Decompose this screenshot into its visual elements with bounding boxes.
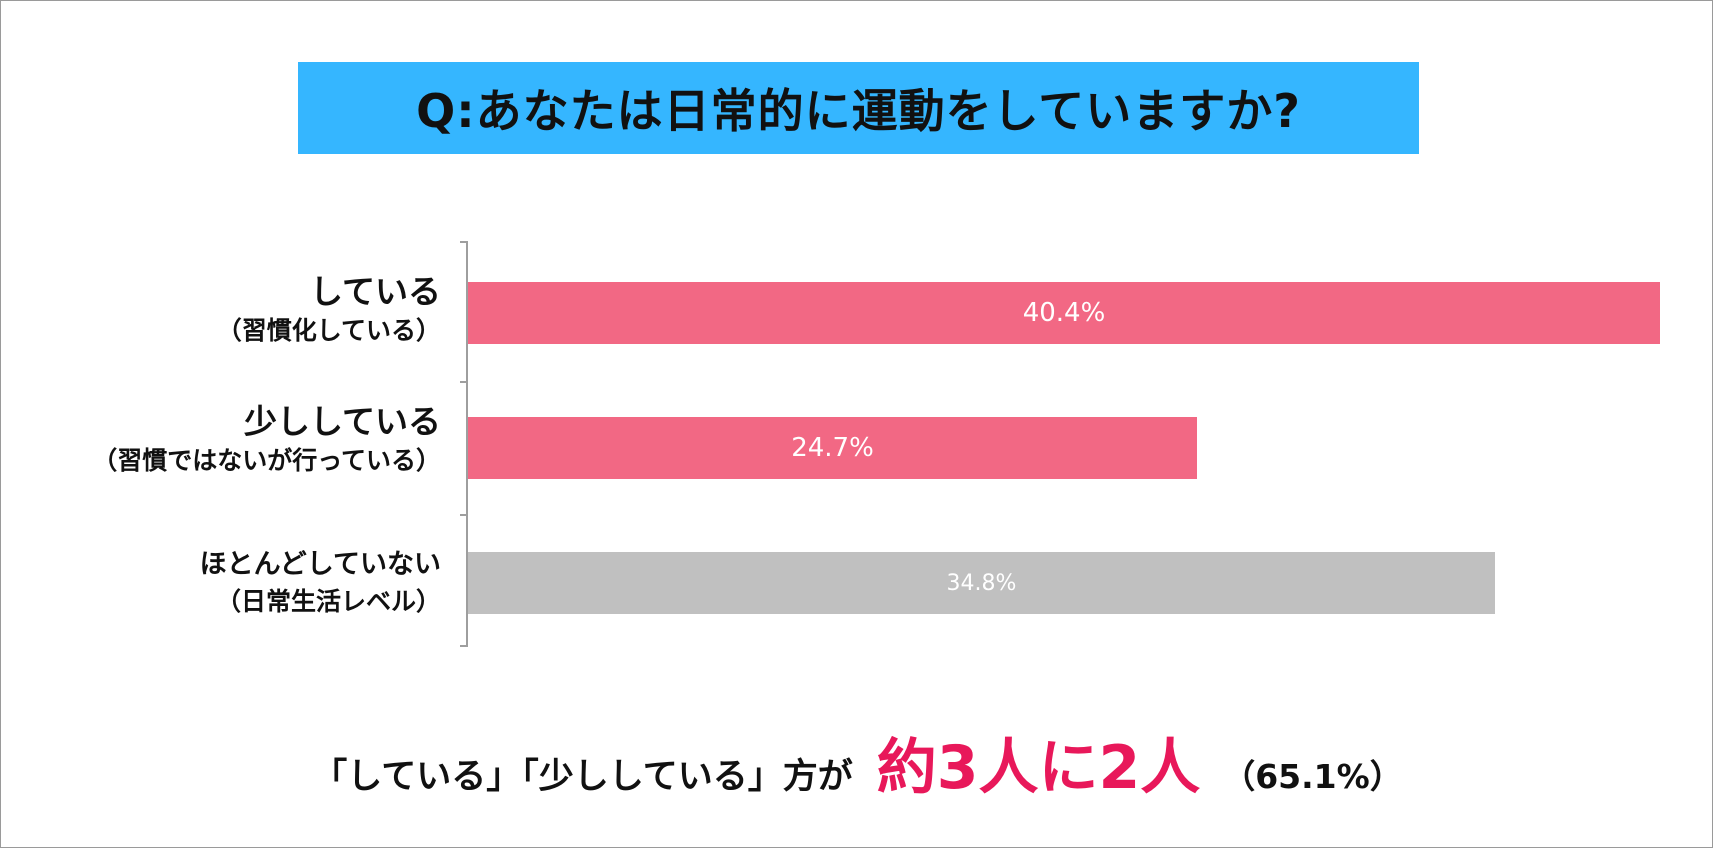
conclusion-line: 「している」「少ししている」方が 約3人に2人 （65.1%） bbox=[1, 719, 1713, 803]
conclusion-highlight: 約3人に2人 bbox=[876, 733, 1201, 803]
category-main-text: ほとんどしていない bbox=[199, 549, 441, 580]
axis-tick bbox=[460, 241, 468, 243]
axis-tick bbox=[460, 514, 468, 516]
category-axis bbox=[466, 241, 468, 647]
category-main-text: している bbox=[309, 272, 441, 311]
category-sub-text: （日常生活レベル） bbox=[215, 587, 441, 616]
bar-hotondo-shite-inai: 34.8% bbox=[468, 552, 1495, 614]
category-sub-text: （習慣ではないが行っている） bbox=[92, 446, 441, 475]
bar-sukoshi-shite-iru: 24.7% bbox=[468, 417, 1197, 479]
category-sub-text: （習慣化している） bbox=[216, 316, 441, 345]
conclusion-prefix: 「している」「少ししている」方が bbox=[312, 757, 853, 797]
bar-value-label: 24.7% bbox=[791, 433, 874, 463]
bar-shite-iru: 40.4% bbox=[468, 282, 1660, 344]
axis-tick bbox=[460, 645, 468, 647]
bar-value-label: 40.4% bbox=[1022, 298, 1106, 328]
axis-tick bbox=[460, 381, 468, 383]
category-label-3: ほとんどしていない （日常生活レベル） bbox=[200, 546, 441, 620]
title-band: Q:あなたは日常的に運動をしていますか? bbox=[298, 62, 1419, 154]
category-main-text: 少ししている bbox=[243, 402, 441, 441]
conclusion-suffix: （65.1%） bbox=[1222, 757, 1403, 796]
category-label-1: している （習慣化している） bbox=[217, 271, 441, 349]
chart-title: Q:あなたは日常的に運動をしていますか? bbox=[416, 84, 1301, 138]
category-label-2: 少ししている （習慣ではないが行っている） bbox=[92, 401, 441, 479]
bar-value-label: 34.8% bbox=[946, 570, 1017, 596]
